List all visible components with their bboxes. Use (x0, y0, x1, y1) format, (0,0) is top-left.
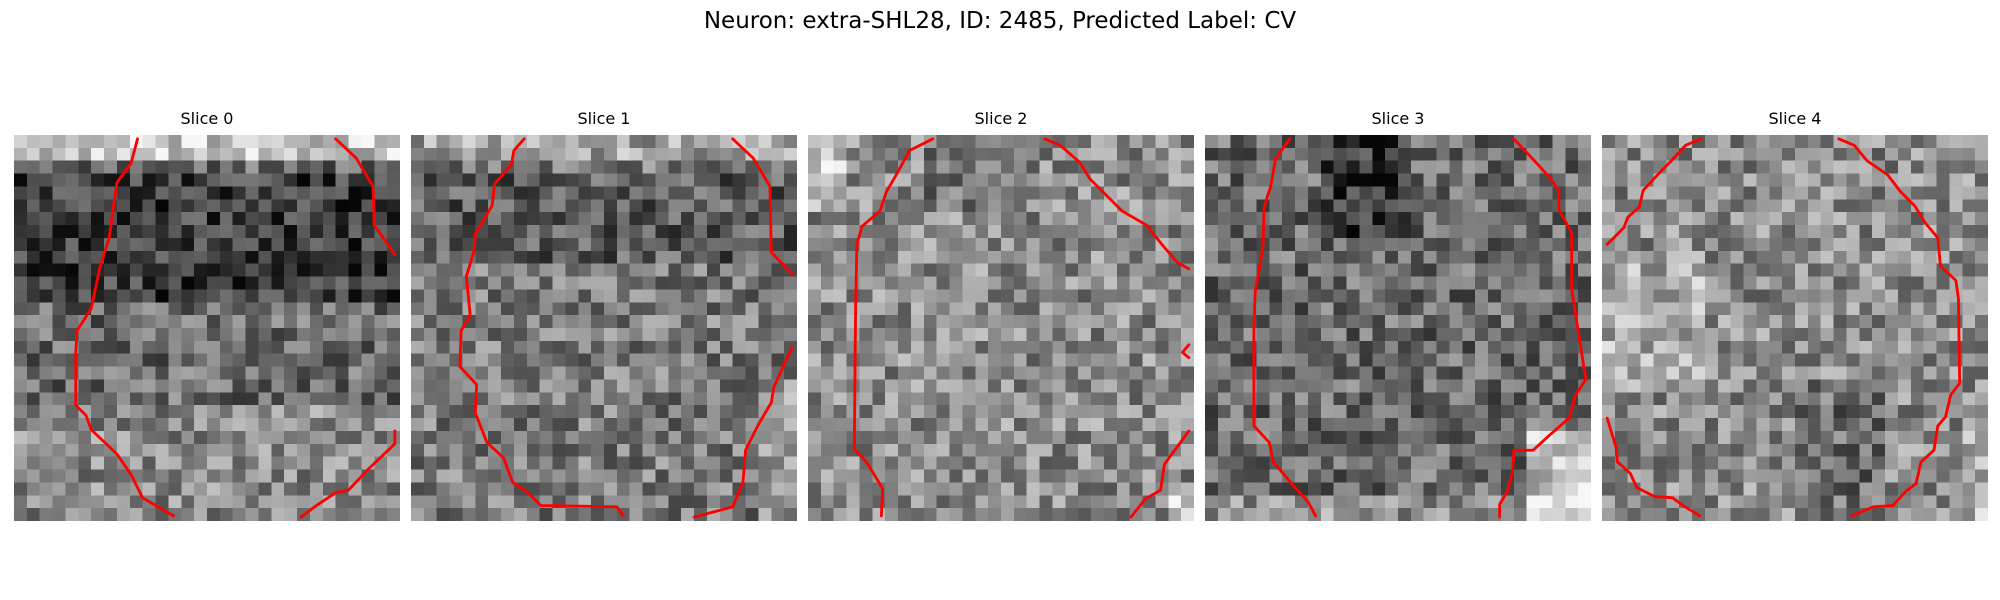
contour-right-mid-2 (1181, 343, 1191, 360)
contour-right-bottom-2 (1129, 429, 1191, 519)
slice-panel-0: Slice 0 (14, 108, 400, 521)
slice-title-3: Slice 3 (1371, 109, 1425, 128)
slice-panel-4: Slice 4 (1602, 108, 1988, 521)
contour-right-4 (1837, 137, 1962, 518)
contour-right-bottom-1 (692, 345, 794, 519)
slice-panel-1: Slice 1 (411, 108, 797, 521)
slice-title-0: Slice 0 (180, 109, 234, 128)
slice-title-4: Slice 4 (1768, 109, 1822, 128)
contour-right-3 (1498, 137, 1588, 519)
contour-left-1 (458, 137, 625, 518)
slice-panel-2: Slice 2 (808, 108, 1194, 521)
contour-right-top-2 (1043, 137, 1191, 271)
figure-title: Neuron: extra-SHL28, ID: 2485, Predicted… (703, 8, 1297, 34)
contour-right-1 (731, 137, 794, 276)
slice-image-2 (808, 135, 1194, 521)
contour-left-3 (1252, 137, 1318, 518)
slice-image-1 (411, 135, 797, 521)
slice-title-2: Slice 2 (974, 109, 1028, 128)
contour-left-bottom-4 (1605, 416, 1702, 518)
slice-image-3 (1205, 135, 1591, 521)
slice-panel-3: Slice 3 (1205, 108, 1591, 521)
contour-left-0 (74, 137, 175, 518)
contour-left-2 (852, 137, 935, 518)
contour-left-top-4 (1605, 137, 1703, 246)
contour-right-bottom-0 (299, 429, 397, 519)
slice-title-1: Slice 1 (577, 109, 631, 128)
contour-right-top-0 (334, 137, 397, 257)
slice-image-4 (1602, 135, 1988, 521)
slice-image-0 (14, 135, 400, 521)
